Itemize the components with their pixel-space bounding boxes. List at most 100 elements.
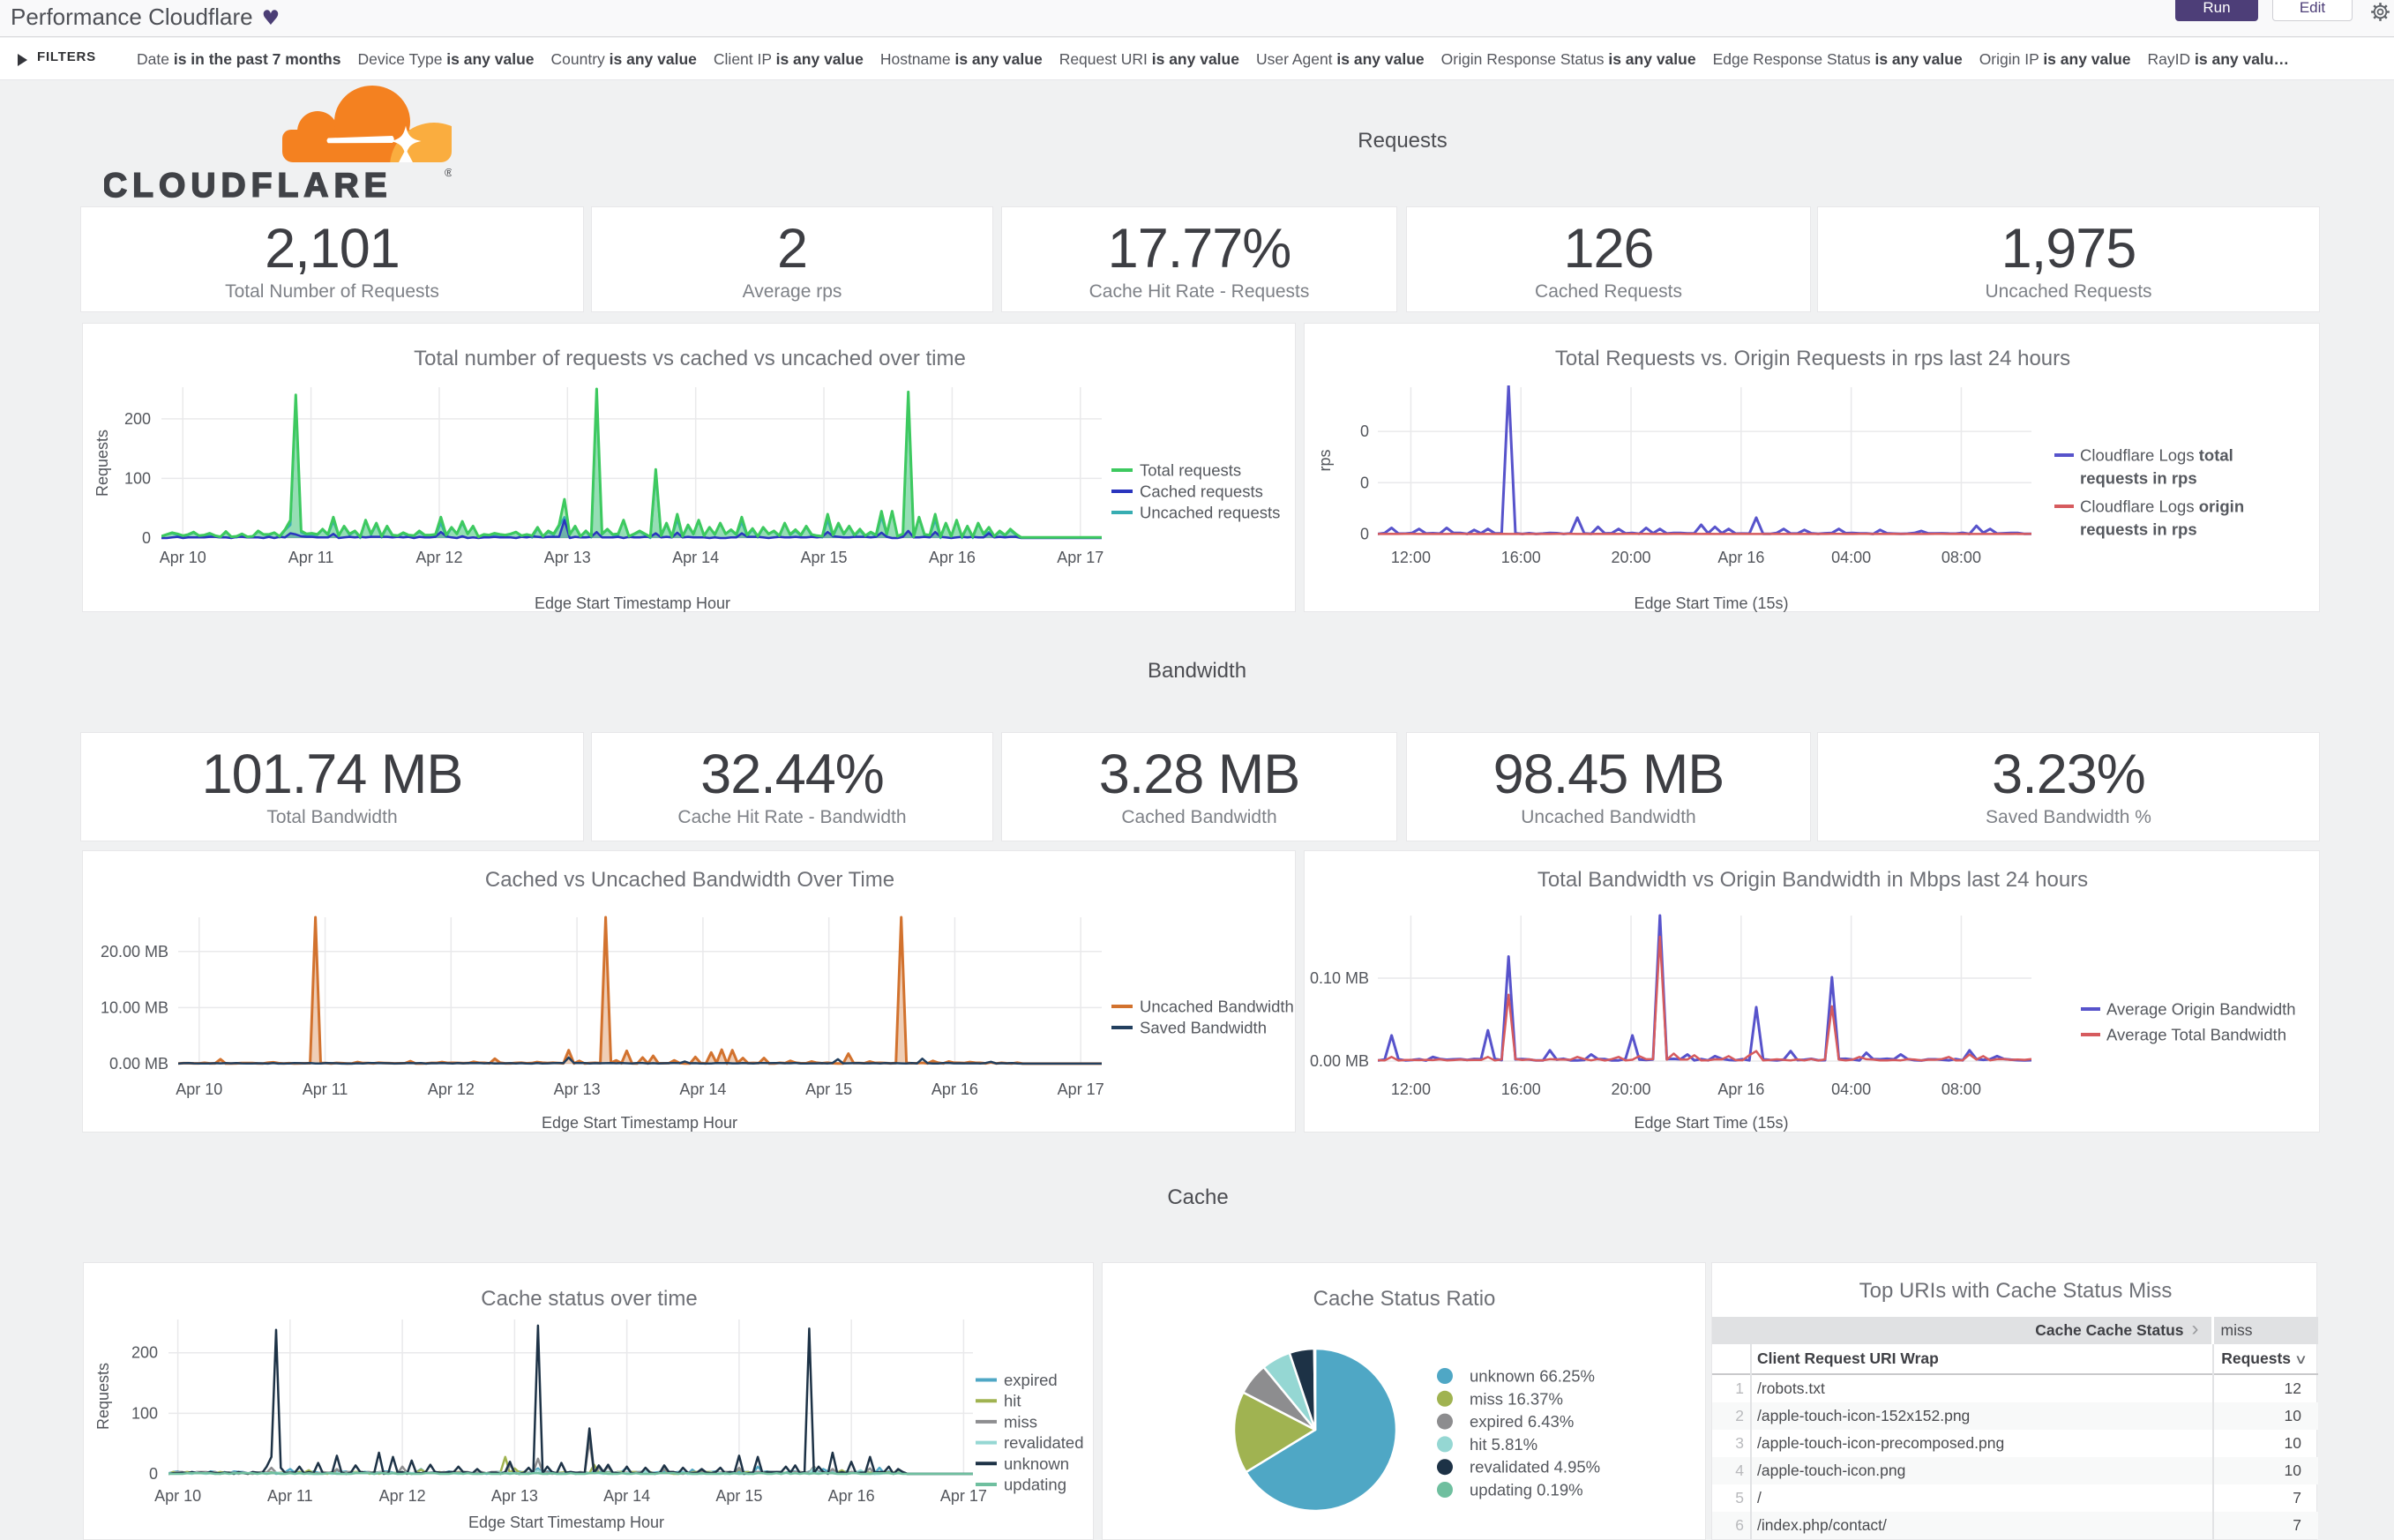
legend-dot[interactable] — [1437, 1368, 1453, 1384]
filter-item-device-type[interactable]: Device Type is any value — [357, 50, 534, 69]
x-axis-title: Edge Start Timestamp Hour — [535, 594, 730, 612]
legend-label[interactable]: expired — [1004, 1371, 1058, 1389]
col-header-requests[interactable]: Requests∨ — [2212, 1344, 2306, 1373]
chart-svg-cache_status_over_time[interactable]: Cache status over time 0 100 200 Apr 10 Apr 1… — [84, 1263, 1095, 1540]
legend-label[interactable]: unknown — [1004, 1454, 1069, 1473]
legend-label[interactable]: revalidated 4.95% — [1470, 1458, 1600, 1476]
legend-label[interactable]: requests in rps — [2080, 469, 2197, 488]
filter-item-origin-response-status[interactable]: Origin Response Status is any value — [1441, 50, 1696, 69]
favorite-heart-icon[interactable]: ♥ — [261, 7, 281, 30]
series-line[interactable] — [1378, 914, 2031, 1062]
series-line[interactable] — [161, 519, 1102, 540]
legend-label[interactable]: Average Origin Bandwidth — [2106, 1000, 2296, 1019]
table-row[interactable]: 1/robots.txt 12 — [1712, 1375, 2318, 1402]
filter-value: is any value — [1151, 49, 1239, 68]
series-line[interactable] — [178, 1056, 1102, 1065]
legend-dot[interactable] — [1437, 1436, 1453, 1453]
cell-requests: 10 — [2284, 1462, 2301, 1479]
y-tick-label: 0 — [1360, 422, 1369, 440]
x-tick-label: Apr 15 — [801, 549, 848, 566]
chart-title: Total Bandwidth vs Origin Bandwidth in M… — [1537, 868, 2088, 892]
table-header-row: Client Request URI Wrap Requests∨ — [1712, 1344, 2318, 1375]
legend-label[interactable]: Uncached requests — [1140, 504, 1280, 522]
y-axis-title: Requests — [94, 430, 111, 497]
legend-dot[interactable] — [1437, 1482, 1453, 1498]
filter-item-user-agent[interactable]: User Agent is any value — [1256, 50, 1425, 69]
kpi-requests-0: 2,101 Total Number of Requests — [80, 206, 584, 312]
table-row[interactable]: 5 / 7 — [1712, 1484, 2318, 1512]
legend-label[interactable]: hit 5.81% — [1470, 1435, 1537, 1454]
dashboard-title-text: Performance Cloudflare — [11, 4, 253, 30]
pie-svg[interactable]: Cache Status Ratio unknown 66.25% miss 16.… — [1103, 1263, 1707, 1540]
filter-value: is any value — [2043, 49, 2131, 68]
kpi-value: 3.23% — [1992, 744, 2146, 805]
legend-label[interactable]: updating — [1004, 1476, 1066, 1494]
x-tick-label: Apr 12 — [428, 1080, 475, 1098]
filter-item-country[interactable]: Country is any value — [551, 50, 697, 69]
legend-label[interactable]: Saved Bandwidth — [1140, 1019, 1267, 1037]
pie-slice-unknown[interactable] — [1245, 1347, 1398, 1513]
series-line[interactable] — [168, 1324, 973, 1476]
legend-label[interactable]: unknown 66.25% — [1470, 1367, 1595, 1386]
x-tick-label: Apr 17 — [1057, 549, 1103, 566]
legend-label[interactable]: hit — [1004, 1392, 1021, 1410]
kpi-value: 2 — [776, 218, 808, 280]
chart-svg-bandwidth_over_time[interactable]: Cached vs Uncached Bandwidth Over Time 0.… — [83, 851, 1297, 1133]
legend-dot[interactable] — [1437, 1390, 1453, 1407]
chart-svg-rps_24h[interactable]: Total Requests vs. Origin Requests in rp… — [1305, 324, 2321, 613]
pivot-header-label[interactable]: Cache Cache Status › — [2035, 1317, 2198, 1344]
filter-item-request-uri[interactable]: Request URI is any value — [1059, 50, 1239, 69]
series-fill — [161, 394, 1102, 538]
filter-item-hostname[interactable]: Hostname is any value — [880, 50, 1043, 69]
x-tick-label: 16:00 — [1501, 549, 1541, 566]
cell-uri: /apple-touch-icon-precomposed.png — [1757, 1434, 2005, 1452]
legend-label[interactable]: Cached requests — [1140, 482, 1263, 501]
series-line[interactable] — [161, 387, 1102, 539]
row-number: 3 — [1735, 1434, 1744, 1452]
legend-label[interactable]: revalidated — [1004, 1433, 1084, 1452]
legend-label[interactable]: miss — [1004, 1412, 1037, 1431]
filter-item-client-ip[interactable]: Client IP is any value — [714, 50, 864, 69]
table-row[interactable]: 3/apple-touch-icon-precomposed.png 10 — [1712, 1430, 2318, 1457]
filter-item-rayid[interactable]: RayID is any valu… — [2148, 50, 2289, 69]
legend-label[interactable]: expired 6.43% — [1470, 1412, 1574, 1431]
table-row[interactable]: 6/index.php/contact/7 — [1712, 1512, 2318, 1539]
table-row[interactable]: 2/apple-touch-icon-152x152.png 10 — [1712, 1402, 2318, 1430]
pie-slice-updating[interactable] — [1313, 1347, 1317, 1432]
kpi-bandwidth-0: 101.74 MB Total Bandwidth — [80, 732, 584, 841]
filter-item-origin-ip[interactable]: Origin IP is any value — [1979, 50, 2131, 69]
series-line[interactable] — [1378, 935, 2031, 1062]
chart-svg-requests_over_time[interactable]: Total number of requests vs cached vs un… — [83, 324, 1297, 613]
x-tick-label: 04:00 — [1831, 549, 1871, 566]
series-line[interactable] — [1378, 385, 2031, 535]
x-tick-label: Apr 16 — [1717, 1080, 1764, 1098]
legend-label[interactable]: miss 16.37% — [1470, 1389, 1563, 1408]
filter-bar: FILTERS Date is in the past 7 months Devi… — [0, 38, 2394, 80]
chart-card-cache_status_over_time: Cache status over time 0 100 200 Apr 10 Apr 1… — [83, 1262, 1094, 1540]
filter-item-date[interactable]: Date is in the past 7 months — [137, 50, 340, 69]
series-line[interactable] — [168, 1471, 973, 1476]
legend-label[interactable]: requests in rps — [2080, 520, 2197, 539]
x-axis-title: Edge Start Time (15s) — [1634, 594, 1788, 612]
filter-field: Request URI — [1059, 49, 1152, 68]
legend-label[interactable]: Uncached Bandwidth — [1140, 998, 1294, 1016]
chart-svg-mbps_24h[interactable]: Total Bandwidth vs Origin Bandwidth in M… — [1305, 851, 2321, 1133]
col-header-uri[interactable]: Client Request URI Wrap — [1757, 1349, 1939, 1367]
legend-label[interactable]: Average Total Bandwidth — [2106, 1026, 2286, 1044]
edit-button[interactable]: Edit — [2272, 0, 2353, 21]
run-button[interactable]: Run — [2175, 0, 2258, 21]
legend-dot[interactable] — [1437, 1459, 1453, 1476]
legend-label[interactable]: Cloudflare Logs origin — [2080, 497, 2244, 516]
legend-label[interactable]: Cloudflare Logs total — [2080, 446, 2233, 465]
table-row[interactable]: 4/apple-touch-icon.png 10 — [1712, 1457, 2318, 1484]
legend-label[interactable]: updating 0.19% — [1470, 1481, 1583, 1499]
series-line[interactable] — [161, 393, 1102, 540]
filters-expand-arrow-icon[interactable] — [18, 54, 27, 66]
gear-icon[interactable] — [2370, 2, 2390, 22]
filter-item-edge-response-status[interactable]: Edge Response Status is any value — [1713, 50, 1963, 69]
legend-label[interactable]: Total requests — [1140, 461, 1241, 480]
kpi-requests-1: 2 Average rps — [591, 206, 993, 312]
pie-slice-miss[interactable] — [1232, 1391, 1317, 1474]
legend-dot[interactable] — [1437, 1413, 1453, 1430]
chart-title: Cache status over time — [481, 1287, 697, 1311]
